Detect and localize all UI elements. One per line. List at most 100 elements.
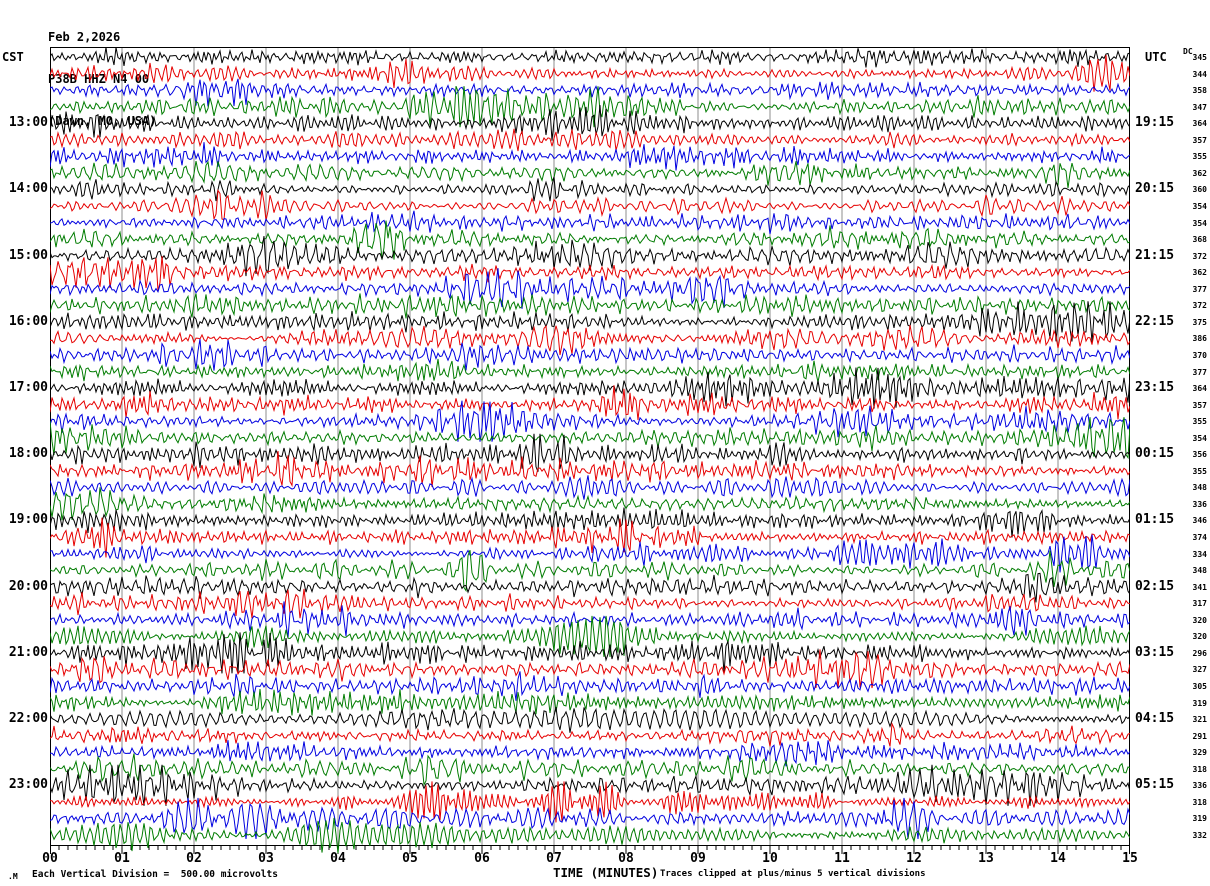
seismogram-trace <box>50 160 1130 189</box>
seismogram-trace <box>50 301 1130 343</box>
dc-value: 336 <box>1192 499 1207 509</box>
utc-axis-label: UTC <box>1145 50 1167 64</box>
utc-hour-label: 20:15 <box>1135 181 1175 197</box>
seismogram-trace <box>50 781 1130 823</box>
seismogram-trace <box>50 268 1130 309</box>
dc-value: 354 <box>1192 201 1207 211</box>
dc-value: 345 <box>1192 53 1207 62</box>
dc-value: 355 <box>1192 417 1207 427</box>
seismogram-trace <box>50 450 1130 488</box>
seismogram-trace <box>50 220 1130 260</box>
dc-value: 362 <box>1192 168 1207 178</box>
dc-value: 364 <box>1192 119 1207 129</box>
dc-value: 360 <box>1192 185 1207 195</box>
dc-value: 372 <box>1192 301 1207 311</box>
seismogram-trace <box>50 721 1130 747</box>
seismogram-trace <box>50 601 1130 638</box>
cst-hour-label: 14:00 <box>8 181 48 197</box>
seismogram-trace <box>50 400 1130 442</box>
x-tick-label: 02 <box>186 851 202 866</box>
x-axis-title: TIME (MINUTES) <box>553 865 659 880</box>
seismogram-trace <box>50 534 1130 573</box>
dc-value: 318 <box>1192 764 1207 774</box>
seismogram-canvas[interactable] <box>50 47 1130 859</box>
dc-value: 334 <box>1192 549 1207 559</box>
dc-value: 317 <box>1192 599 1207 609</box>
seismogram-trace <box>50 210 1130 235</box>
x-tick-label: 08 <box>618 851 634 866</box>
seismogram-trace <box>50 507 1130 538</box>
seismogram-trace <box>50 47 1130 68</box>
x-tick-label: 06 <box>474 851 490 866</box>
seismogram-trace <box>50 797 1130 839</box>
seismogram-trace <box>50 753 1130 787</box>
seismogram-trace <box>50 338 1130 371</box>
dc-value: 355 <box>1192 152 1207 162</box>
dc-axis-label: DC <box>1183 47 1193 56</box>
dc-value: 370 <box>1192 350 1207 360</box>
dc-value: 364 <box>1192 384 1207 394</box>
clipping-note: Traces clipped at plus/minus 5 vertical … <box>660 869 926 879</box>
dc-value: 357 <box>1192 400 1207 410</box>
x-tick-label: 11 <box>834 851 850 866</box>
seismogram-trace <box>50 671 1130 701</box>
seismogram-trace <box>50 105 1130 141</box>
seismogram-trace <box>50 517 1130 558</box>
dc-value: 354 <box>1192 433 1207 443</box>
dc-value: 320 <box>1192 615 1207 625</box>
dc-value: 348 <box>1192 483 1207 493</box>
seismogram-trace <box>50 86 1130 128</box>
dc-value: 356 <box>1192 450 1207 460</box>
seismogram-trace <box>50 487 1130 521</box>
utc-hour-label: 00:15 <box>1135 446 1175 462</box>
seismogram-trace <box>50 188 1130 221</box>
dc-value: 344 <box>1192 69 1207 79</box>
dc-value: 320 <box>1192 632 1207 642</box>
seismogram-trace <box>50 433 1130 472</box>
dc-value: 357 <box>1192 135 1207 145</box>
cst-hour-label: 13:00 <box>8 115 48 131</box>
seismogram-trace <box>50 764 1130 806</box>
dc-value: 341 <box>1192 582 1207 592</box>
cst-hour-label: 17:00 <box>8 380 48 396</box>
utc-hour-label: 19:15 <box>1135 115 1175 131</box>
x-tick-label: 03 <box>258 851 274 866</box>
cst-hour-label: 18:00 <box>8 446 48 462</box>
x-tick-label: 09 <box>690 851 706 866</box>
seismogram-plot[interactable] <box>50 47 1130 859</box>
x-tick-label: 12 <box>906 851 922 866</box>
seismogram-trace <box>50 78 1130 107</box>
vertical-division-note: Each Vertical Division = 500.00 microvol… <box>32 869 278 880</box>
dc-value: 319 <box>1192 698 1207 708</box>
dc-value: 386 <box>1192 334 1207 344</box>
seismogram-trace <box>50 572 1130 603</box>
cst-hour-label: 20:00 <box>8 578 48 594</box>
header-date: Feb 2,2026 <box>48 30 121 44</box>
x-tick-label: 14 <box>1050 851 1066 866</box>
seismogram-trace <box>50 817 1130 854</box>
utc-hour-label: 02:15 <box>1135 578 1175 594</box>
seismogram-trace <box>50 475 1130 500</box>
seismogram-trace <box>50 550 1130 593</box>
plot-header: Feb 2,2026 P38B HHZ N4 00 (Dawn, MO, USA… <box>48 2 156 156</box>
dc-value: 318 <box>1192 797 1207 807</box>
x-tick-label: 10 <box>762 851 778 866</box>
seismogram-trace <box>50 632 1130 674</box>
utc-hour-label: 01:15 <box>1135 512 1175 528</box>
cst-hour-label: 16:00 <box>8 313 48 329</box>
dc-value: 319 <box>1192 814 1207 824</box>
cst-hour-label: 15:00 <box>8 247 48 263</box>
dc-value: 372 <box>1192 251 1207 261</box>
seismogram-trace <box>50 588 1130 619</box>
cst-hour-label: 19:00 <box>8 512 48 528</box>
seismogram-trace <box>50 128 1130 152</box>
dc-value: 346 <box>1192 516 1207 526</box>
x-tick-label: 01 <box>114 851 130 866</box>
dc-value: 347 <box>1192 102 1207 112</box>
x-tick-label: 15 <box>1122 851 1138 866</box>
dc-value: 377 <box>1192 284 1207 294</box>
dc-value: 296 <box>1192 648 1207 658</box>
utc-hour-label: 03:15 <box>1135 644 1175 660</box>
x-tick-label: 07 <box>546 851 562 866</box>
